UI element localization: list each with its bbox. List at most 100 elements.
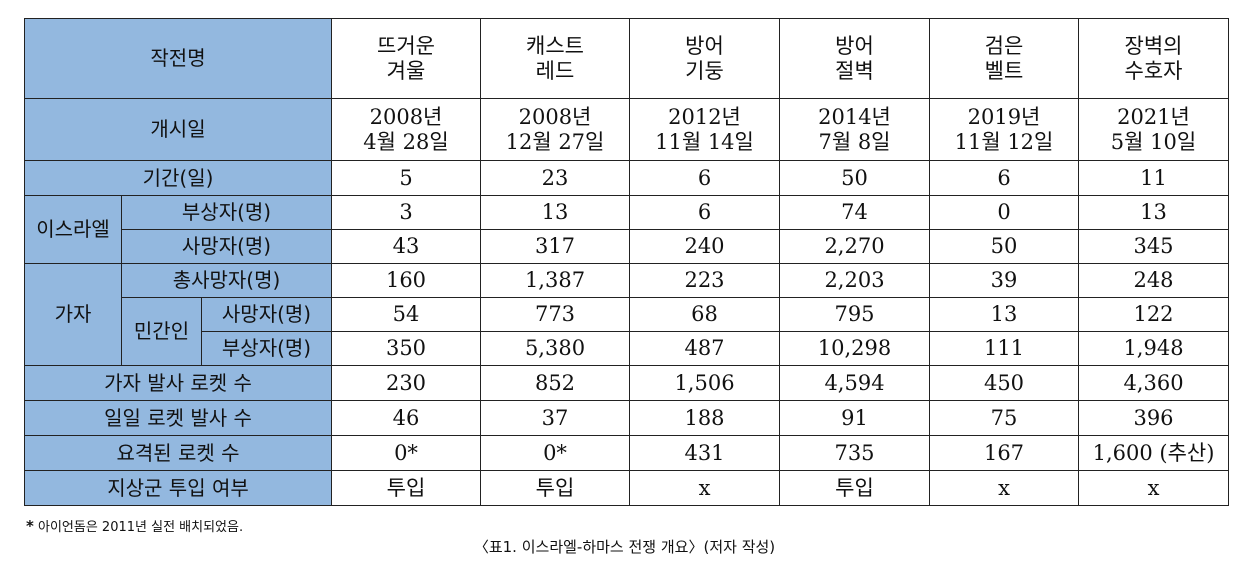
rockets-fired-cell: 4,360 (1078, 365, 1229, 401)
daily-rockets-cell: 396 (1078, 400, 1229, 436)
daily-rockets-row: 일일 로켓 발사 수 46 37 188 91 75 396 (24, 400, 1229, 436)
start-date-cell: 2021년 5월 10일 (1078, 98, 1229, 161)
israel-deaths-cell: 43 (331, 229, 481, 264)
operation-name-row: 작전명 뜨거운 겨울 캐스트 레드 방어 기둥 방어 절벽 검은 벨트 장벽의 수호자 (24, 18, 1229, 99)
gaza-total-deaths-cell: 248 (1078, 263, 1229, 298)
civilian-deaths-cell: 122 (1078, 297, 1229, 332)
gaza-total-deaths-cell: 1,387 (480, 263, 630, 298)
intercepted-cell: 431 (629, 435, 780, 471)
israel-injured-cell: 6 (629, 195, 780, 230)
civilian-deaths-cell: 13 (929, 297, 1079, 332)
operation-name-cell: 장벽의 수호자 (1078, 18, 1229, 99)
operation-name-cell: 검은 벨트 (929, 18, 1079, 99)
war-overview-table: 작전명 뜨거운 겨울 캐스트 레드 방어 기둥 방어 절벽 검은 벨트 장벽의 수호자 개시… (24, 18, 1229, 506)
operation-name-cell: 방어 절벽 (779, 18, 930, 99)
gaza-total-deaths-cell: 2,203 (779, 263, 930, 298)
ground-troops-label: 지상군 투입 여부 (24, 470, 332, 506)
footnote-asterisk: * (26, 517, 34, 535)
rockets-fired-row: 가자 발사 로켓 수 230 852 1,506 4,594 450 4,360 (24, 365, 1229, 401)
start-date-cell: 2014년 7월 8일 (779, 98, 930, 161)
civilian-injured-cell: 10,298 (779, 331, 930, 366)
duration-cell: 6 (629, 160, 780, 196)
duration-cell: 23 (480, 160, 630, 196)
civilian-deaths-label: 사망자(명) (201, 297, 332, 332)
daily-rockets-cell: 91 (779, 400, 930, 436)
footnote: * 아이언돔은 2011년 실전 배치되었음. (26, 516, 243, 535)
israel-deaths-cell: 2,270 (779, 229, 930, 264)
civilian-deaths-cell: 773 (480, 297, 630, 332)
israel-deaths-cell: 317 (480, 229, 630, 264)
ground-troops-row: 지상군 투입 여부 투입 투입 x 투입 x x (24, 470, 1229, 506)
gaza-civilian-injured-row: 부상자(명) 350 5,380 487 10,298 111 1,948 (25, 331, 1229, 366)
ground-troops-cell: x (1078, 470, 1229, 506)
intercepted-row: 요격된 로켓 수 0* 0* 431 735 167 1,600 (추산) (24, 435, 1229, 471)
table-caption: 〈표1. 이스라엘-하마스 전쟁 개요〉(저자 작성) (473, 538, 776, 556)
civilian-injured-cell: 487 (629, 331, 780, 366)
daily-rockets-label: 일일 로켓 발사 수 (24, 400, 332, 436)
operation-name-cell: 방어 기둥 (629, 18, 780, 99)
intercepted-label: 요격된 로켓 수 (24, 435, 332, 471)
civilian-injured-cell: 111 (929, 331, 1079, 366)
intercepted-cell: 167 (929, 435, 1079, 471)
israel-deaths-cell: 240 (629, 229, 780, 264)
civilian-group-label: 민간인 (121, 297, 202, 366)
start-date-row: 개시일 2008년 4월 28일 2008년 12월 27일 2012년 11월 14… (24, 98, 1229, 161)
start-date-cell: 2012년 11월 14일 (629, 98, 780, 161)
gaza-total-deaths-label: 총사망자(명) (121, 263, 332, 298)
israel-injured-cell: 13 (480, 195, 630, 230)
start-date-cell: 2008년 4월 28일 (331, 98, 481, 161)
rockets-fired-cell: 450 (929, 365, 1079, 401)
israel-injured-label: 부상자(명) (121, 195, 332, 230)
start-date-label: 개시일 (24, 98, 332, 161)
civilian-injured-cell: 350 (331, 331, 481, 366)
israel-injured-cell: 13 (1078, 195, 1229, 230)
duration-row: 기간(일) 5 23 6 50 6 11 (24, 160, 1229, 196)
civilian-deaths-cell: 68 (629, 297, 780, 332)
daily-rockets-cell: 46 (331, 400, 481, 436)
civilian-injured-label: 부상자(명) (201, 331, 332, 366)
daily-rockets-cell: 188 (629, 400, 780, 436)
civilian-deaths-cell: 54 (331, 297, 481, 332)
start-date-cell: 2019년 11월 12일 (929, 98, 1079, 161)
gaza-total-deaths-row: 가자 총사망자(명) 160 1,387 223 2,203 39 248 (24, 263, 1229, 366)
israel-group-label: 이스라엘 (24, 195, 122, 264)
duration-label: 기간(일) (24, 160, 332, 196)
israel-injured-row: 이스라엘 부상자(명) 3 13 6 74 0 13 (24, 195, 1229, 264)
gaza-total-deaths-cell: 39 (929, 263, 1079, 298)
israel-deaths-label: 사망자(명) (121, 229, 332, 264)
ground-troops-cell: 투입 (480, 470, 630, 506)
israel-deaths-cell: 345 (1078, 229, 1229, 264)
gaza-group-label: 가자 (24, 263, 122, 366)
ground-troops-cell: x (629, 470, 780, 506)
israel-injured-cell: 3 (331, 195, 481, 230)
gaza-total-deaths-cell: 223 (629, 263, 780, 298)
operation-name-cell: 캐스트 레드 (480, 18, 630, 99)
civilian-injured-cell: 1,948 (1078, 331, 1229, 366)
duration-cell: 11 (1078, 160, 1229, 196)
rockets-fired-cell: 852 (480, 365, 630, 401)
rockets-fired-cell: 230 (331, 365, 481, 401)
operation-name-cell: 뜨거운 겨울 (331, 18, 481, 99)
intercepted-cell: 0* (331, 435, 481, 471)
daily-rockets-cell: 37 (480, 400, 630, 436)
rockets-fired-cell: 1,506 (629, 365, 780, 401)
ground-troops-cell: 투입 (331, 470, 481, 506)
rockets-fired-cell: 4,594 (779, 365, 930, 401)
gaza-total-deaths-cell: 160 (331, 263, 481, 298)
ground-troops-cell: 투입 (779, 470, 930, 506)
operation-name-label: 작전명 (24, 18, 332, 99)
civilian-deaths-cell: 795 (779, 297, 930, 332)
intercepted-cell: 735 (779, 435, 930, 471)
duration-cell: 50 (779, 160, 930, 196)
start-date-cell: 2008년 12월 27일 (480, 98, 630, 161)
israel-injured-cell: 74 (779, 195, 930, 230)
ground-troops-cell: x (929, 470, 1079, 506)
civilian-injured-cell: 5,380 (480, 331, 630, 366)
rockets-fired-label: 가자 발사 로켓 수 (24, 365, 332, 401)
intercepted-cell: 1,600 (추산) (1078, 435, 1229, 471)
israel-injured-cell: 0 (929, 195, 1079, 230)
duration-cell: 5 (331, 160, 481, 196)
israel-deaths-cell: 50 (929, 229, 1079, 264)
daily-rockets-cell: 75 (929, 400, 1079, 436)
footnote-text: 아이언돔은 2011년 실전 배치되었음. (38, 520, 244, 535)
